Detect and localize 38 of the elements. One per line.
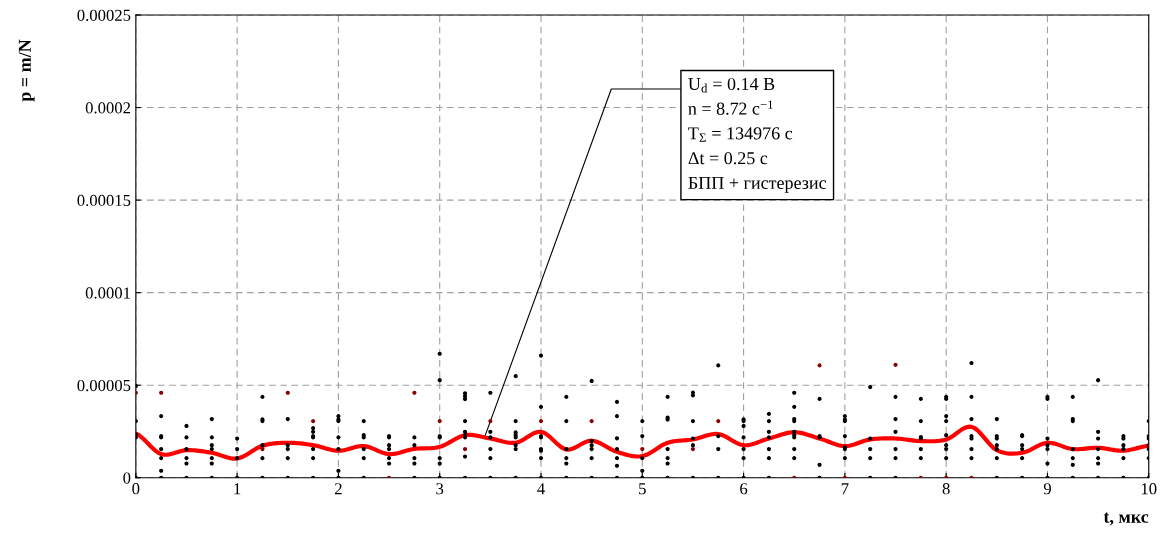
point (488, 419, 493, 424)
annotation: T$_{Σ}$ = 134976 с (688, 127, 793, 142)
x-tick-label: 9 (1043, 483, 1051, 495)
point (437, 419, 442, 424)
point (538, 419, 544, 424)
annotation: Δt = 0.25 с (688, 152, 768, 165)
point (893, 362, 898, 367)
point (589, 419, 594, 424)
y-axis-title: p = m/N (18, 39, 35, 102)
point (311, 419, 316, 424)
x-tick-label: 8 (942, 483, 950, 495)
y-tick-label: 0.0001 (85, 287, 130, 299)
point (412, 390, 417, 395)
x-axis-title: t, мкс (1103, 512, 1149, 526)
point (716, 419, 721, 424)
annotation: U$_{d}$ = 0.14 В (688, 77, 775, 93)
point (260, 446, 265, 452)
x-tick-label: 4 (537, 483, 545, 495)
point (285, 390, 290, 395)
y-tick-label: 0 (123, 472, 131, 484)
point (462, 446, 468, 452)
x-tick-label: 0 (132, 483, 140, 495)
y-tick-label: 0.00025 (77, 9, 131, 21)
annotation: БПП + гистерезис (688, 176, 827, 193)
point (690, 446, 696, 452)
y-tick-label: 0.00005 (77, 379, 131, 392)
y-tick-label: 0.0002 (85, 102, 131, 114)
y-tick-label: 0.00015 (77, 194, 131, 207)
point (640, 446, 645, 452)
point (159, 390, 164, 395)
x-tick-label: 1 (234, 483, 241, 495)
x-tick-label: 10 (1141, 483, 1157, 495)
x-tick-label: 7 (841, 483, 849, 495)
annotation: n = 8.72 с$^{−1}$ (688, 100, 773, 115)
x-tick-label: 6 (740, 483, 748, 495)
x-tick-label: 5 (639, 483, 646, 495)
x-tick-label: 2 (334, 483, 342, 495)
x-tick-label: 3 (436, 483, 444, 495)
